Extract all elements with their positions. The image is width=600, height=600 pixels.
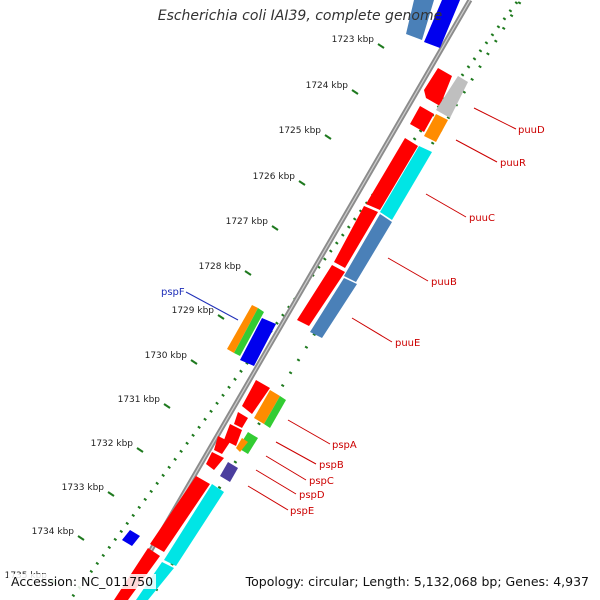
ruler-tick xyxy=(377,43,385,49)
ruler-label: 1732 kbp xyxy=(91,439,134,449)
gene-label-pspF[interactable]: pspF xyxy=(161,287,185,298)
pspF-leader-line xyxy=(185,291,239,321)
gene-label-puuD[interactable]: puuD xyxy=(518,125,545,136)
gene-label-pspC[interactable]: pspC xyxy=(309,476,334,487)
ruler-tick xyxy=(324,134,332,140)
ruler-tick xyxy=(351,89,359,95)
gene-gray-puuD[interactable] xyxy=(436,76,468,118)
gene-leader-lines xyxy=(247,107,517,511)
gene-red-puuC[interactable] xyxy=(366,138,418,210)
gene-cyan-lower[interactable] xyxy=(164,484,224,566)
gene-orange-pspC[interactable] xyxy=(236,438,248,452)
gene-track-top xyxy=(297,0,468,338)
ruler-tick xyxy=(107,491,115,497)
ruler-label: 1724 kbp xyxy=(306,81,349,91)
gene-orange-pspA[interactable] xyxy=(254,390,280,424)
gene-green-pspF[interactable] xyxy=(234,308,264,356)
gene-red-b[interactable] xyxy=(410,106,434,132)
ruler-label: 1729 kbp xyxy=(172,306,215,316)
ruler-tick xyxy=(163,403,171,409)
gene-green-pspC[interactable] xyxy=(238,432,258,454)
ruler-tick xyxy=(217,314,225,320)
ruler-label: 1728 kbp xyxy=(199,262,242,272)
gene-red-pspC[interactable] xyxy=(224,424,242,446)
gene-blue-pspF[interactable] xyxy=(240,318,276,366)
ruler-tick xyxy=(271,225,279,231)
ruler-tick xyxy=(136,447,144,453)
gene-label-puuC[interactable]: puuC xyxy=(469,213,495,224)
gene-label-pspD[interactable]: pspD xyxy=(299,490,325,501)
gene-label-puuE[interactable]: puuE xyxy=(395,338,420,349)
gene-red-puuB[interactable] xyxy=(334,206,378,268)
accession-label: Accession: NC_011750 xyxy=(8,574,157,589)
ruler-label: 1734 kbp xyxy=(32,527,75,537)
ruler-tick xyxy=(190,359,198,365)
genome-summary: Topology: circular; Length: 5,132,068 bp… xyxy=(242,574,592,589)
gene-blue-small[interactable] xyxy=(122,530,140,546)
gene-orange-puuR[interactable] xyxy=(424,114,448,142)
gene-label-pspA[interactable]: pspA xyxy=(332,440,357,451)
genome-title: Escherichia coli IAI39, complete genome xyxy=(157,8,443,24)
gene-red-lower[interactable] xyxy=(150,476,210,552)
gene-label-pspE[interactable]: pspE xyxy=(290,506,314,517)
gene-green-pspA[interactable] xyxy=(264,396,286,428)
gene-steel-top[interactable] xyxy=(406,0,434,40)
ruler-label: 1733 kbp xyxy=(62,483,105,493)
gene-purple-pspE[interactable] xyxy=(220,462,238,482)
gene-blue-top[interactable] xyxy=(424,0,460,48)
gene-red-pspE[interactable] xyxy=(206,452,224,470)
gene-red-pspB[interactable] xyxy=(234,412,248,428)
gene-label-pspB[interactable]: pspB xyxy=(319,460,344,471)
gene-label-puuR[interactable]: puuR xyxy=(500,158,526,169)
ruler-tick xyxy=(77,535,85,541)
gene-red-a[interactable] xyxy=(424,68,452,106)
ruler-label: 1723 kbp xyxy=(332,35,375,45)
gene-cyan-puuC[interactable] xyxy=(380,146,432,220)
ruler-tick xyxy=(244,270,252,276)
ruler-label: 1726 kbp xyxy=(253,172,296,182)
ruler-label: 1727 kbp xyxy=(226,217,269,227)
ruler-tick xyxy=(298,180,306,186)
gene-track-psp xyxy=(114,305,286,600)
gene-steel-puuB[interactable] xyxy=(344,214,392,282)
ruler-label: 1731 kbp xyxy=(118,395,161,405)
gene-label-puuB[interactable]: puuB xyxy=(431,277,457,288)
gene-red-puuE[interactable] xyxy=(297,265,345,326)
ruler-label: 1725 kbp xyxy=(279,126,322,136)
gene-orange-pspF[interactable] xyxy=(227,305,258,353)
gene-steel-puuE[interactable] xyxy=(310,278,357,338)
ruler-label: 1730 kbp xyxy=(145,351,188,361)
gene-red-pspA[interactable] xyxy=(242,380,270,414)
gene-red-pspD[interactable] xyxy=(214,436,230,454)
